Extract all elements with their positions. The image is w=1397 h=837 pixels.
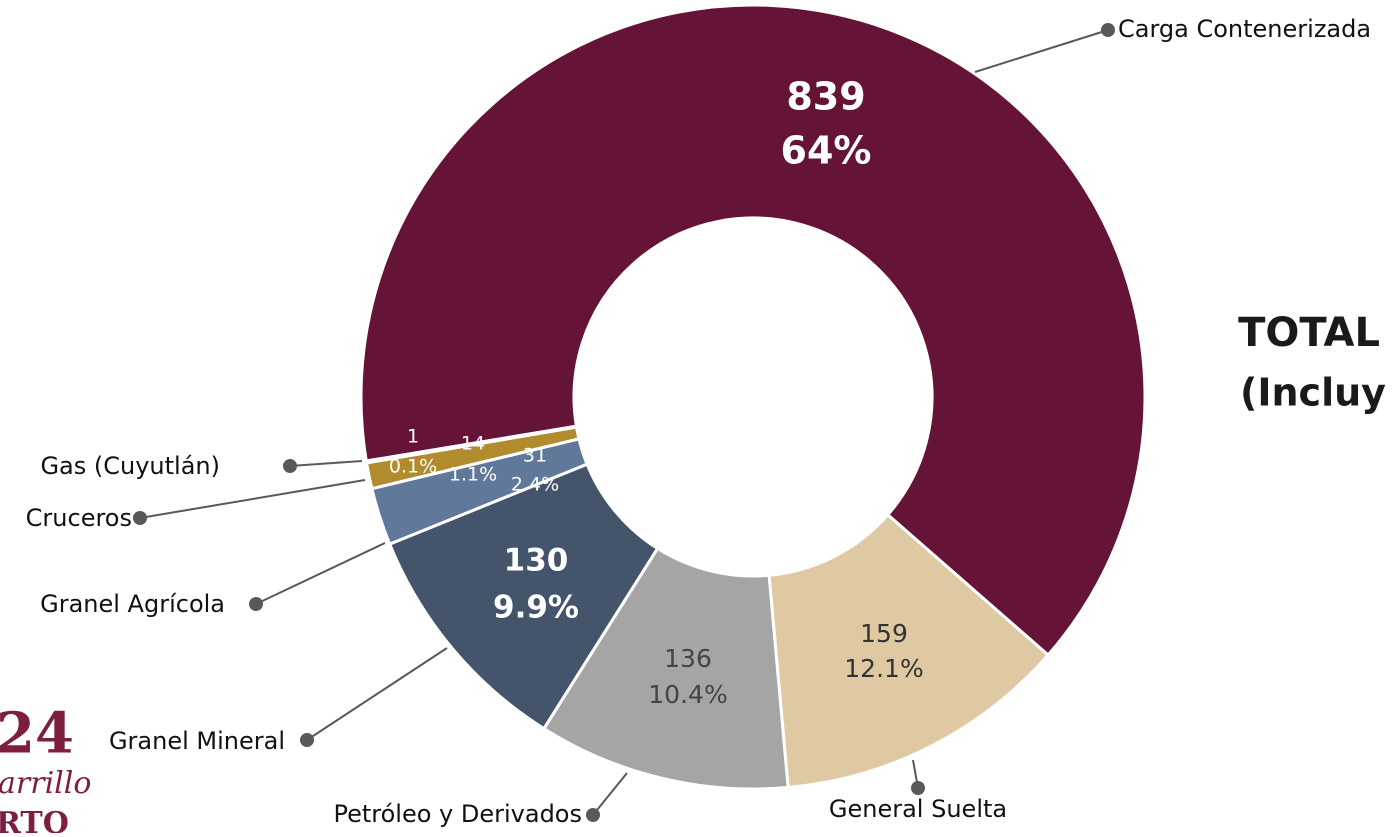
- value-label: 130: [504, 543, 569, 579]
- side-title: TOTAL: [1238, 310, 1380, 356]
- category-label: Gas (Cuyutlán): [40, 452, 220, 480]
- percentage-label: 9.9%: [493, 590, 579, 626]
- category-label: General Suelta: [829, 795, 1007, 823]
- leader-line: [306, 647, 448, 741]
- category-label: Petróleo y Derivados: [333, 800, 582, 828]
- category-label: Carga Contenerizada: [1118, 15, 1371, 43]
- donut-slice: [364, 424, 579, 465]
- logo-word: RTO: [0, 806, 69, 833]
- category-label: Granel Agrícola: [40, 590, 225, 618]
- leader-line: [592, 772, 628, 816]
- percentage-label: 1.1%: [449, 464, 497, 486]
- value-label: 31: [523, 445, 547, 467]
- logo-number: 24: [0, 701, 74, 767]
- category-label: Granel Mineral: [109, 727, 285, 755]
- leader-dot: [1101, 23, 1115, 37]
- leader-dot: [133, 511, 147, 525]
- percentage-label: 10.4%: [648, 680, 727, 709]
- leader-dot: [586, 808, 600, 822]
- leader-line: [139, 479, 366, 519]
- percentage-label: 0.1%: [389, 456, 437, 478]
- value-label: 159: [860, 619, 908, 648]
- leader-line: [289, 460, 363, 467]
- leader-line: [974, 29, 1109, 73]
- donut-slice: [359, 3, 1147, 658]
- value-label: 839: [786, 75, 865, 119]
- leader-dot: [249, 597, 263, 611]
- donut-slice: [541, 546, 790, 791]
- percentage-label: 64%: [781, 129, 872, 173]
- percentage-label: 12.1%: [844, 654, 923, 683]
- value-label: 136: [664, 644, 712, 673]
- category-label: Cruceros: [26, 504, 132, 532]
- leader-line: [255, 542, 386, 605]
- logo-name: arrillo: [0, 766, 91, 801]
- side-subtitle: (Incluy: [1240, 371, 1386, 415]
- leader-dot: [283, 459, 297, 473]
- donut-slice: [767, 512, 1051, 790]
- value-label: 14: [461, 433, 485, 455]
- value-label: 1: [407, 426, 419, 448]
- leader-dot: [300, 733, 314, 747]
- leader-dot: [911, 781, 925, 795]
- percentage-label: 2.4%: [511, 474, 559, 496]
